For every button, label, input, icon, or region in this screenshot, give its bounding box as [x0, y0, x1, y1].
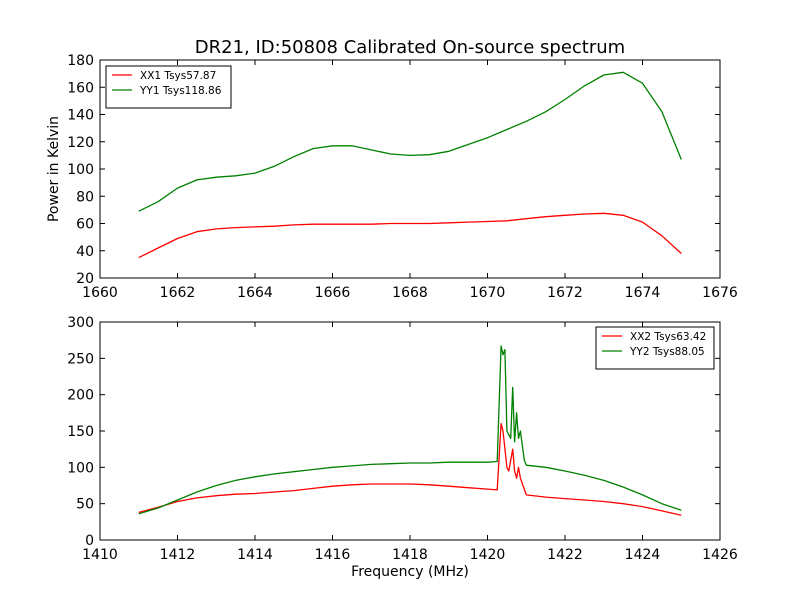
y-tick-label: 150 — [67, 424, 94, 440]
x-tick-label: 1674 — [625, 285, 661, 301]
y-tick-label: 60 — [76, 217, 94, 233]
legend-label: XX2 Tsys63.42 — [630, 331, 706, 343]
x-tick-label: 1414 — [237, 547, 273, 563]
top-subplot: 1660 1662 1664 1666 1668 1670 1672 1674 1676 20 40… — [46, 53, 738, 301]
y-tick-label: 140 — [67, 108, 94, 124]
figure-title: DR21, ID:50808 Calibrated On-source spec… — [195, 37, 625, 58]
x-tick-label: 1676 — [702, 285, 738, 301]
x-tick-label: 1416 — [315, 547, 351, 563]
legend-label: XX1 Tsys57.87 — [140, 70, 216, 82]
series-line-xx — [138, 423, 682, 516]
legend: XX1 Tsys57.87 YY1 Tsys118.86 — [105, 65, 232, 109]
x-tick-label: 1670 — [470, 285, 506, 301]
y-tick-label: 100 — [67, 162, 94, 178]
x-tick-label: 1426 — [702, 547, 738, 563]
y-tick-label: 120 — [67, 135, 94, 151]
y-tick-label: 300 — [67, 315, 94, 331]
y-tick-label: 100 — [67, 460, 94, 476]
series-line-yy — [138, 71, 682, 212]
x-tick-label: 1424 — [625, 547, 661, 563]
legend-box — [595, 326, 715, 370]
y-tick-label: 180 — [67, 53, 94, 69]
y-tick-label: 160 — [67, 80, 94, 96]
x-tick-label: 1660 — [82, 285, 118, 301]
legend-box — [105, 65, 232, 109]
x-tick-label: 1410 — [82, 547, 118, 563]
x-tick-label: 1418 — [392, 547, 428, 563]
y-tick-label: 20 — [76, 271, 94, 287]
x-tick-label: 1412 — [160, 547, 196, 563]
x-tick-label: 1420 — [470, 547, 506, 563]
x-tick-label: 1668 — [392, 285, 428, 301]
x-axis-label: Frequency (MHz) — [351, 564, 469, 580]
x-tick-label: 1664 — [237, 285, 273, 301]
y-tick-label: 80 — [76, 189, 94, 205]
y-tick-label: 40 — [76, 244, 94, 260]
x-tick-label: 1662 — [160, 285, 196, 301]
bottom-subplot: 1410 1412 1414 1416 1418 1420 1422 1424 1426 0 50 1… — [67, 315, 738, 580]
y-tick-label: 250 — [67, 351, 94, 367]
legend-label: YY2 Tsys88.05 — [629, 346, 705, 358]
y-tick-label: 50 — [76, 497, 94, 513]
x-tick-label: 1422 — [547, 547, 583, 563]
series-line-yy — [138, 345, 682, 515]
y-tick-label: 200 — [67, 388, 94, 404]
x-tick-label: 1672 — [547, 285, 583, 301]
series-line-xx — [138, 212, 682, 259]
legend-label: YY1 Tsys118.86 — [139, 85, 222, 97]
y-tick-label: 0 — [85, 533, 94, 549]
legend: XX2 Tsys63.42 YY2 Tsys88.05 — [595, 326, 715, 370]
y-axis-label: Power in Kelvin — [46, 116, 62, 222]
x-tick-label: 1666 — [315, 285, 351, 301]
